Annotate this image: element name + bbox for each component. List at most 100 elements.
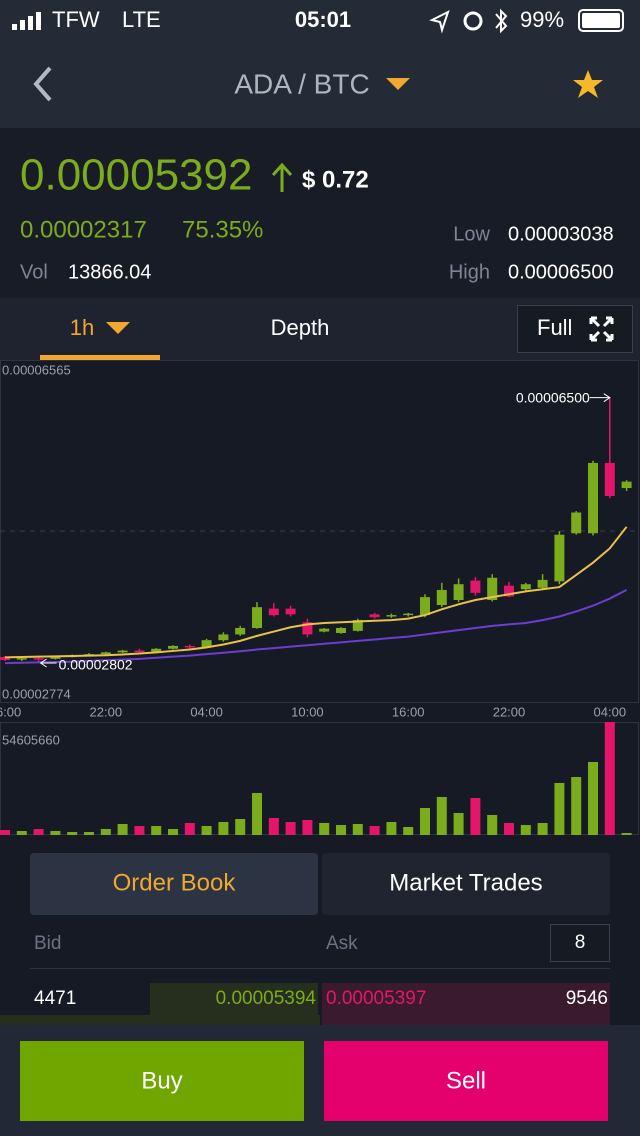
volume-bar (84, 832, 94, 835)
x-tick-label: 04:00 (594, 704, 627, 719)
candle-body (403, 613, 414, 616)
bid-depth-bar (0, 1015, 320, 1027)
low-label: Low (453, 223, 490, 245)
volume-bar (336, 825, 346, 835)
alarm-icon (463, 11, 483, 31)
candle-body (151, 648, 162, 652)
volume-tick-label: 54605660 (2, 732, 60, 747)
volume-bar (201, 826, 212, 835)
ask-depth-bar (322, 1015, 610, 1027)
ask-amount: 9546 (566, 988, 608, 1009)
depth-select[interactable] (550, 924, 610, 962)
volume-bar (184, 823, 195, 835)
candle-body (504, 585, 514, 597)
full-button[interactable] (517, 305, 633, 353)
up-arrow (271, 162, 293, 192)
sell-button[interactable] (324, 1041, 608, 1121)
volume-bar (50, 831, 61, 835)
battery-text: 99% (520, 7, 564, 32)
battery-icon (578, 9, 624, 32)
battery-level (582, 13, 620, 28)
candle-body (520, 584, 531, 590)
y-tick-label: 0.00002774 (2, 686, 71, 701)
order-book-label: Order Book (113, 869, 237, 896)
candle-body (268, 608, 279, 616)
candle-body (218, 634, 229, 641)
candle-body (302, 622, 313, 635)
x-tick-label: 16:00 (0, 704, 21, 719)
candle-body (571, 512, 582, 534)
buy-button[interactable] (20, 1041, 304, 1121)
candle-body (285, 608, 296, 615)
candle-body (386, 615, 397, 617)
candle-body (168, 645, 178, 649)
carrier: TFW (52, 7, 100, 32)
favorite-star[interactable] (573, 70, 603, 98)
candle-body (201, 640, 212, 648)
candle-body (319, 628, 330, 632)
arrow-head (603, 393, 611, 403)
volume-bar (604, 722, 615, 835)
signal (12, 12, 41, 30)
bid-price: 0.00005394 (216, 988, 317, 1009)
interval-tab[interactable]: 1h (70, 315, 94, 340)
candle-body (604, 462, 615, 496)
volume-bar (352, 824, 363, 835)
location-icon (429, 10, 450, 34)
buy-label: Buy (141, 1067, 182, 1094)
pair-title[interactable]: ADA / BTC (234, 68, 369, 99)
ticker-panel (0, 128, 640, 298)
volume-bar (621, 833, 632, 835)
candle-body (537, 579, 548, 588)
market-trades-tab[interactable] (322, 853, 610, 915)
volume-bar (571, 777, 582, 835)
volume-bar (134, 826, 145, 835)
volume-bar (168, 829, 178, 835)
chart: 0.00006565 0.00002774 54605660 16:00 22:00 04… (0, 362, 632, 835)
order-book-tab[interactable] (30, 853, 318, 915)
volume-bar (386, 822, 397, 835)
volume-bar (403, 827, 414, 835)
candle-body (470, 580, 481, 593)
moving-average (4, 526, 628, 659)
candle-body (369, 614, 380, 618)
back-button[interactable] (33, 66, 52, 102)
depth-tab[interactable]: Depth (271, 315, 330, 340)
candle-body (235, 627, 246, 635)
volume-bar (218, 822, 229, 835)
bid-header: Bid (34, 933, 61, 954)
volume-bar (588, 762, 598, 835)
volume-bar (420, 808, 430, 835)
interval-dropdown[interactable] (106, 322, 130, 334)
depth-value: 8 (575, 932, 586, 953)
candle-body (420, 597, 430, 616)
volume-panel (0, 722, 639, 835)
arrow-head (39, 658, 47, 668)
bid-depth-bar (150, 983, 318, 1015)
candle-body (252, 607, 262, 628)
x-tick-label: 16:00 (392, 704, 425, 719)
candle-body (436, 589, 447, 606)
volume-bar (436, 797, 447, 835)
high-label: High (449, 261, 490, 283)
volume-bar (369, 826, 380, 835)
x-tick-label: 22:00 (493, 704, 526, 719)
network: LTE (122, 7, 161, 32)
volume-bar (235, 819, 246, 835)
bid-amount: 4471 (34, 988, 76, 1009)
volume-bar (268, 818, 279, 835)
candle-body (134, 650, 145, 653)
x-tick-label: 22:00 (90, 704, 123, 719)
x-tick-label: 04:00 (190, 704, 223, 719)
candle-body (453, 584, 464, 600)
candle-body (0, 657, 10, 661)
candle-body (352, 620, 363, 631)
candle-body (184, 645, 195, 648)
pair-dropdown[interactable] (386, 78, 410, 90)
ask-depth-bar (322, 983, 610, 1015)
candle-body (33, 658, 44, 660)
candle-body (50, 656, 61, 659)
volume-bar (117, 824, 128, 835)
candle-body (100, 652, 111, 655)
volume-bar (151, 826, 162, 835)
